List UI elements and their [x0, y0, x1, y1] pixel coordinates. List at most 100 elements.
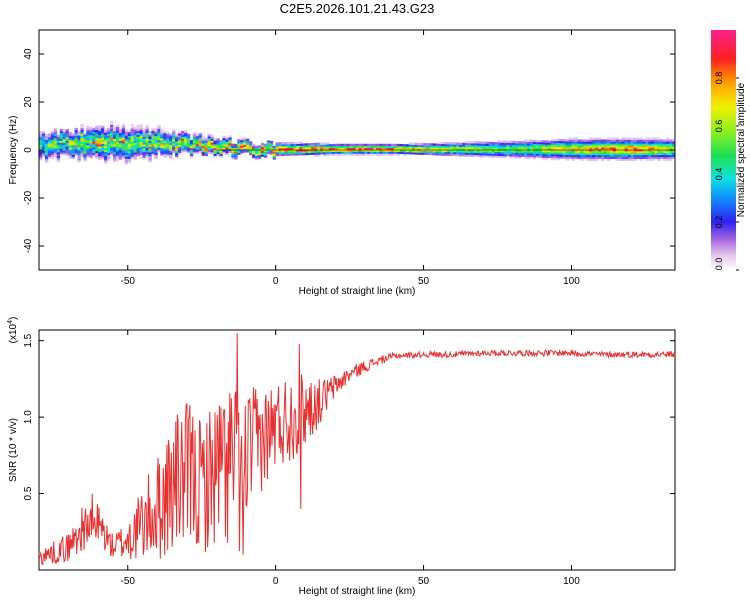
- heatmap-cell: [278, 146, 282, 149]
- heatmap-cell: [473, 152, 478, 156]
- heatmap-cell: [124, 142, 129, 146]
- heatmap-cell: [476, 141, 481, 144]
- heatmap-cell: [663, 152, 667, 156]
- heatmap-cell: [541, 140, 546, 143]
- heatmap-cell: [107, 143, 111, 146]
- heatmap-cell: [583, 143, 587, 146]
- heatmap-cell: [154, 145, 158, 148]
- heatmap-cell: [98, 149, 102, 153]
- heatmap-cell: [65, 140, 69, 143]
- heatmap-cell: [175, 150, 179, 154]
- heatmap-cell: [604, 152, 608, 156]
- heatmap-cell: [86, 152, 90, 155]
- heatmap-cell: [228, 135, 232, 138]
- heatmap-cell: [411, 152, 416, 155]
- heatmap-cell: [503, 155, 507, 159]
- heatmap-cell: [92, 150, 96, 154]
- heatmap-cell: [83, 141, 87, 145]
- heatmap-cell: [302, 151, 306, 154]
- heatmap-cell: [231, 147, 235, 150]
- heatmap-cell: [589, 150, 593, 154]
- heatmap-cell: [124, 146, 129, 150]
- heatmap-cell: [547, 148, 552, 151]
- heatmap-cell: [68, 131, 72, 135]
- heatmap-cell: [355, 145, 359, 148]
- heatmap-cell: [609, 147, 614, 150]
- heatmap-cell: [524, 143, 528, 146]
- heatmap-cell: [580, 147, 584, 150]
- heatmap-cell: [595, 137, 599, 140]
- heatmap-cell: [192, 148, 197, 151]
- heatmap-cell: [527, 139, 531, 142]
- heatmap-cell: [562, 144, 566, 148]
- heatmap-cell: [121, 131, 126, 134]
- heatmap-cell: [388, 147, 392, 150]
- heatmap-cell: [432, 145, 436, 148]
- heatmap-cell: [518, 143, 522, 146]
- heatmap-cell: [110, 141, 114, 145]
- heatmap-cell: [645, 145, 649, 148]
- heatmap-cell: [589, 141, 593, 144]
- heatmap-cell: [615, 147, 620, 150]
- heatmap-cell: [237, 141, 241, 144]
- heatmap-cell: [541, 145, 546, 149]
- heatmap-cell: [343, 149, 348, 152]
- heatmap-cell: [435, 149, 439, 152]
- heatmap-cell: [382, 147, 386, 150]
- heatmap-cell: [314, 154, 318, 157]
- heatmap-cell: [154, 135, 158, 138]
- heatmap-cell: [71, 146, 75, 150]
- heatmap-cell: [633, 145, 637, 148]
- heatmap-cell: [642, 152, 646, 156]
- heatmap-cell: [47, 154, 52, 157]
- heatmap-cell: [621, 158, 626, 161]
- heatmap-cell: [527, 156, 531, 160]
- heatmap-cell: [589, 139, 593, 142]
- heatmap-cell: [142, 142, 146, 145]
- heatmap-cell: [222, 141, 226, 144]
- heatmap-cell: [589, 145, 593, 148]
- heatmap-cell: [657, 147, 661, 150]
- heatmap-cell: [459, 146, 463, 149]
- heatmap-cell: [355, 151, 359, 154]
- heatmap-cell: [133, 148, 138, 151]
- heatmap-cell: [562, 152, 566, 155]
- heatmap-cell: [210, 150, 214, 153]
- heatmap-cell: [666, 143, 670, 146]
- heatmap-cell: [615, 145, 620, 148]
- heatmap-cell: [609, 154, 614, 158]
- heatmap-cell: [186, 143, 191, 146]
- heatmap-cell: [325, 151, 330, 155]
- spectrogram-x-label: Height of straight line (km): [299, 286, 416, 297]
- heatmap-cell: [562, 156, 566, 159]
- heatmap-cell: [160, 141, 164, 145]
- figure-title: C2E5.2026.101.21.43.G23: [280, 1, 435, 16]
- heatmap-cell: [441, 153, 445, 156]
- heatmap-cell: [59, 150, 64, 153]
- heatmap-cell: [376, 153, 380, 156]
- heatmap-cell: [618, 156, 623, 160]
- heatmap-cell: [243, 136, 247, 140]
- heatmap-cell: [71, 154, 75, 157]
- heatmap-cell: [325, 146, 330, 149]
- heatmap-cell: [216, 153, 220, 157]
- heatmap-cell: [479, 153, 484, 156]
- heatmap-cell: [565, 143, 569, 146]
- heatmap-cell: [133, 144, 138, 147]
- heatmap-cell: [62, 129, 67, 132]
- heatmap-cell: [39, 140, 43, 144]
- heatmap-cell: [172, 141, 176, 144]
- snr-y-label: SNR (10 * v/v): [8, 418, 19, 482]
- heatmap-cell: [121, 147, 126, 150]
- heatmap-cell: [77, 133, 81, 136]
- heatmap-cell: [666, 154, 670, 158]
- heatmap-cell: [183, 139, 188, 143]
- heatmap-cell: [272, 155, 277, 158]
- heatmap-cell: [92, 133, 96, 136]
- heatmap-cell: [95, 129, 99, 132]
- heatmap-cell: [538, 141, 543, 145]
- heatmap-cell: [124, 162, 129, 165]
- heatmap-cell: [284, 147, 288, 151]
- heatmap-cell: [376, 147, 380, 150]
- heatmap-cell: [621, 156, 626, 160]
